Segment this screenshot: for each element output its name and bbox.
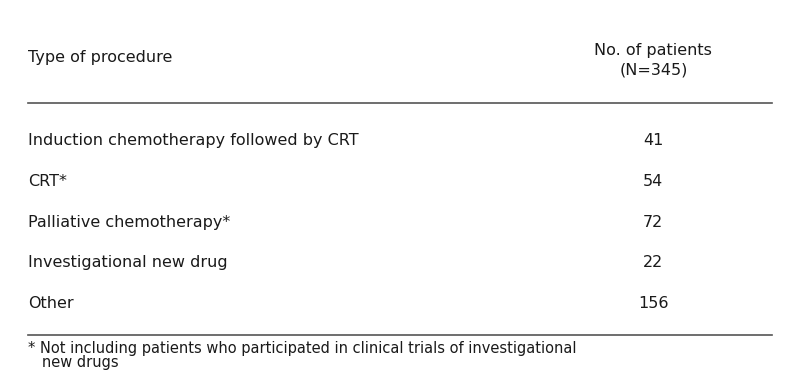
Text: 22: 22 — [643, 255, 663, 270]
Text: 72: 72 — [643, 215, 663, 230]
Text: Induction chemotherapy followed by CRT: Induction chemotherapy followed by CRT — [28, 134, 358, 148]
Text: new drugs: new drugs — [28, 355, 118, 370]
Text: 41: 41 — [643, 134, 663, 148]
Text: Other: Other — [28, 296, 74, 311]
Text: No. of patients
(N=345): No. of patients (N=345) — [594, 43, 712, 78]
Text: Investigational new drug: Investigational new drug — [28, 255, 227, 270]
Text: * Not including patients who participated in clinical trials of investigational: * Not including patients who participate… — [28, 341, 577, 356]
Text: Palliative chemotherapy*: Palliative chemotherapy* — [28, 215, 230, 230]
Text: 156: 156 — [638, 296, 669, 311]
Text: CRT*: CRT* — [28, 174, 66, 189]
Text: Type of procedure: Type of procedure — [28, 50, 172, 65]
Text: 54: 54 — [643, 174, 663, 189]
